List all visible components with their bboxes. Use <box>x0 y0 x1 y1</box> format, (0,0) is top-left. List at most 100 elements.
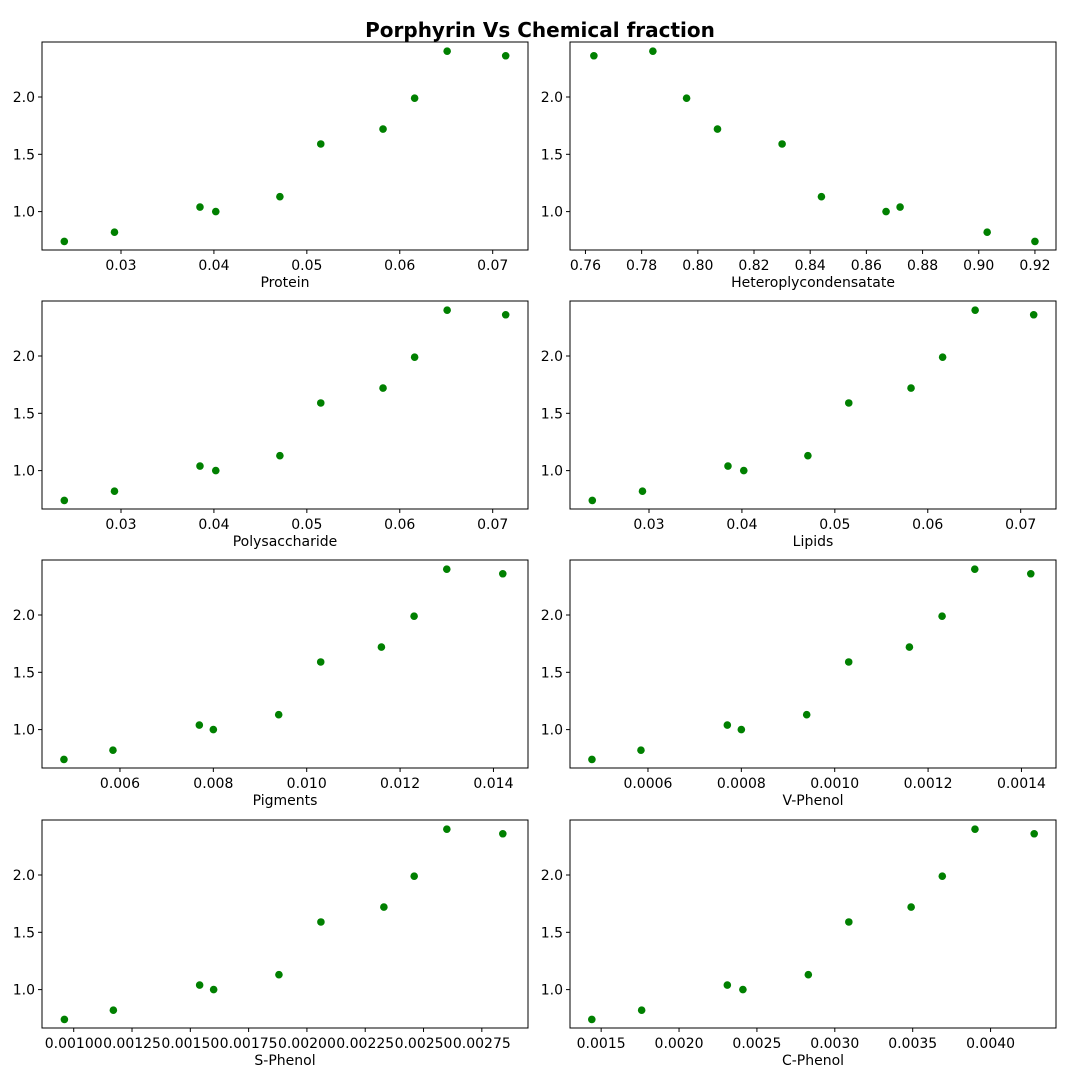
data-point <box>110 487 119 496</box>
data-point <box>778 140 786 148</box>
x-tick-label: 0.03 <box>105 258 136 274</box>
axes-frame <box>569 41 1057 251</box>
data-point <box>60 237 69 246</box>
data-point <box>804 451 812 460</box>
x-tick-label: 0.06 <box>912 517 943 533</box>
data-point <box>844 399 853 407</box>
data-point <box>905 643 914 651</box>
axes-frame <box>569 300 1057 510</box>
data-point <box>637 746 645 755</box>
subplot-1: 0.03 0.04 0.05 0.06 0.07 1.0 1.5 2.0 Protein <box>13 41 529 291</box>
data-point <box>498 569 507 578</box>
data-point <box>195 981 204 989</box>
data-point <box>896 203 904 211</box>
subplot-4: 0.03 0.04 0.05 0.06 0.07 1.0 1.5 2.0 Lipids <box>541 300 1057 550</box>
x-tick-label: 0.06 <box>384 258 415 274</box>
axes-frame <box>41 41 529 251</box>
x-tick-label: 0.006 <box>100 776 140 792</box>
x-axis-label: Lipids <box>793 534 834 550</box>
x-tick-label: 0.05 <box>819 517 850 533</box>
data-point <box>276 192 284 201</box>
axes-frame <box>569 819 1057 1029</box>
data-point <box>377 643 386 651</box>
y-tick-label: 1.0 <box>13 723 35 739</box>
data-point <box>196 203 204 211</box>
data-point <box>1029 310 1038 319</box>
data-point <box>983 228 991 237</box>
data-point <box>588 496 597 505</box>
data-point <box>316 399 325 407</box>
y-tick-label: 1.0 <box>541 464 563 480</box>
data-point <box>211 207 220 216</box>
data-point <box>907 384 915 392</box>
x-tick-label: 0.05 <box>291 517 322 533</box>
data-point <box>110 228 119 237</box>
data-point <box>380 903 388 911</box>
x-tick-label: 0.07 <box>477 258 508 274</box>
data-point <box>737 725 746 734</box>
x-tick-label: 0.0010 <box>810 776 859 792</box>
data-point <box>317 918 325 926</box>
data-point <box>588 1015 596 1024</box>
x-tick-label: 0.00200 <box>278 1036 336 1052</box>
data-point <box>724 462 732 470</box>
data-point <box>196 462 204 470</box>
data-point <box>60 1015 69 1024</box>
subplot-5: 0.006 0.008 0.010 0.012 0.014 1.0 1.5 2.0 Pigmen… <box>13 559 529 809</box>
x-tick-label: 0.07 <box>477 517 508 533</box>
x-tick-label: 0.00125 <box>103 1036 161 1052</box>
data-point <box>971 306 979 314</box>
x-tick-label: 0.05 <box>291 258 322 274</box>
data-point <box>938 612 946 620</box>
y-tick-label: 1.0 <box>541 983 563 999</box>
y-tick-label: 1.5 <box>13 406 35 422</box>
data-point <box>379 384 387 392</box>
x-tick-label: 0.90 <box>963 258 994 274</box>
data-point <box>60 755 68 764</box>
data-point <box>970 565 979 573</box>
data-point <box>443 47 451 55</box>
data-point <box>971 825 979 833</box>
x-tick-label: 0.0008 <box>717 776 766 792</box>
data-point <box>109 1006 118 1015</box>
data-point <box>649 47 657 55</box>
data-point <box>1031 237 1039 246</box>
y-tick-label: 1.5 <box>541 147 563 163</box>
x-tick-label: 0.0006 <box>623 776 672 792</box>
y-tick-label: 1.0 <box>541 205 563 221</box>
data-point <box>682 94 691 102</box>
x-tick-label: 0.014 <box>473 776 513 792</box>
data-point <box>501 51 510 60</box>
x-axis-label: C-Phenol <box>782 1053 844 1069</box>
axes-frame <box>41 559 529 769</box>
x-tick-label: 0.78 <box>626 258 657 274</box>
subplot-6: 0.0006 0.0008 0.0010 0.0012 0.0014 1.0 1.5 2.0 V… <box>541 559 1057 809</box>
y-tick-label: 2.0 <box>13 90 35 106</box>
y-tick-label: 1.5 <box>541 925 563 941</box>
x-tick-label: 0.04 <box>198 258 229 274</box>
subplot-8: 0.0015 0.0020 0.0025 0.0030 0.0035 0.0040 1.0 1… <box>541 819 1057 1069</box>
x-tick-label: 0.0012 <box>904 776 953 792</box>
x-tick-label: 0.03 <box>105 517 136 533</box>
x-tick-label: 0.0015 <box>577 1036 626 1052</box>
data-point <box>410 612 418 620</box>
data-point <box>804 970 813 979</box>
y-tick-label: 1.5 <box>13 665 35 681</box>
y-tick-label: 2.0 <box>541 868 563 884</box>
y-tick-label: 2.0 <box>13 608 35 624</box>
subplot-7: 0.00100 0.00125 0.00150 0.00175 0.00200 0.002… <box>13 819 529 1069</box>
data-point <box>817 192 826 201</box>
data-point <box>60 496 69 505</box>
data-point <box>410 872 418 880</box>
x-tick-label: 0.88 <box>907 258 938 274</box>
data-point <box>739 466 748 475</box>
y-tick-label: 1.5 <box>541 665 563 681</box>
y-tick-label: 1.0 <box>13 205 35 221</box>
data-point <box>882 207 890 216</box>
x-tick-label: 0.00100 <box>45 1036 103 1052</box>
data-point <box>590 51 598 60</box>
x-axis-label: Polysaccharide <box>233 534 338 550</box>
data-point <box>410 353 419 361</box>
y-tick-label: 2.0 <box>541 90 563 106</box>
x-tick-label: 0.03 <box>633 517 664 533</box>
